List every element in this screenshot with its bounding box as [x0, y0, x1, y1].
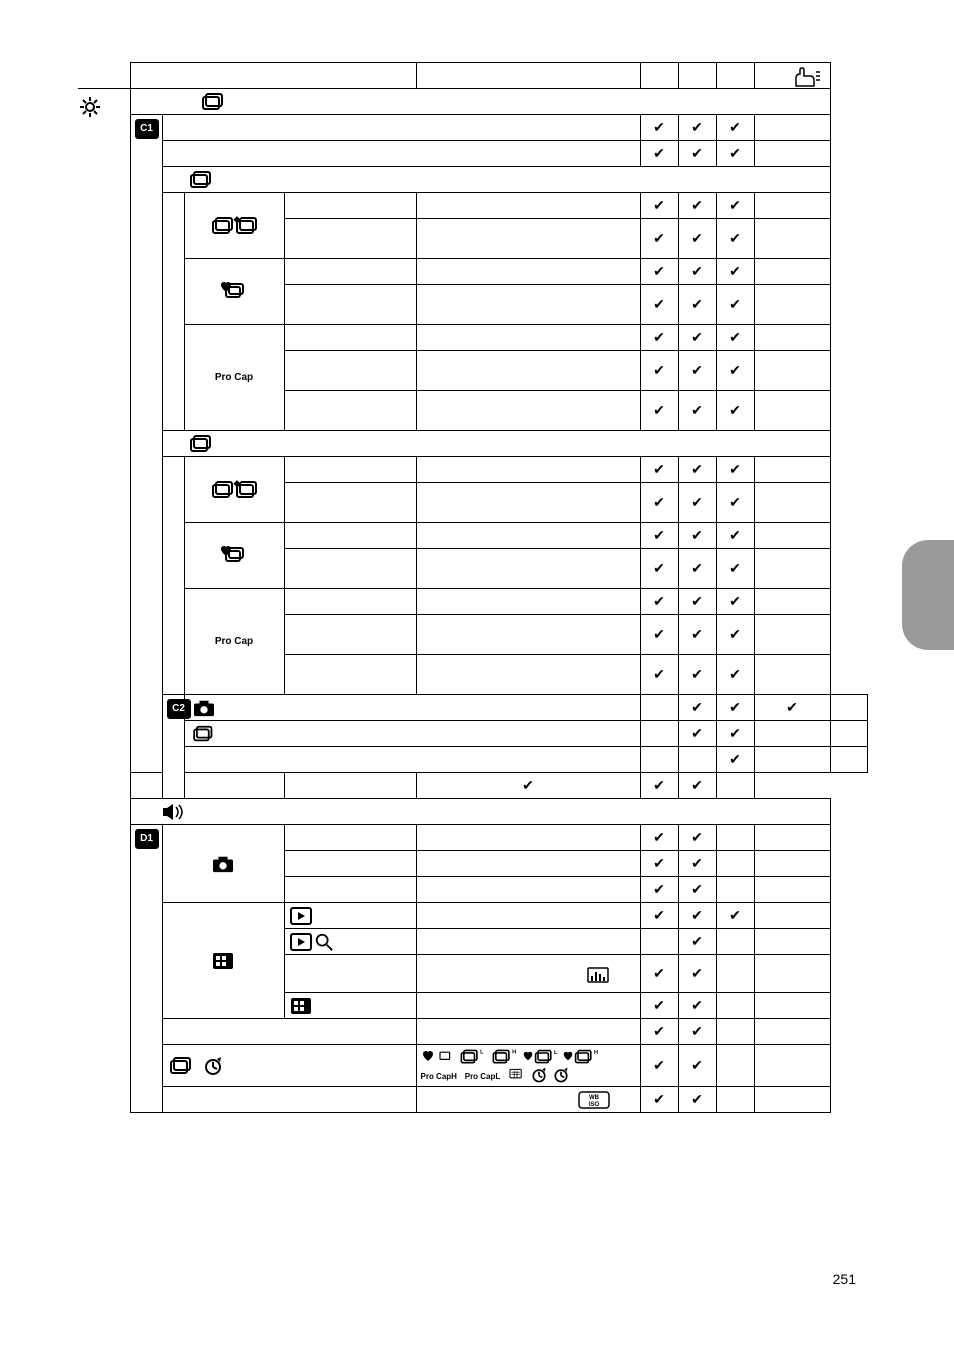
table-row — [78, 89, 868, 115]
burst-icon — [189, 433, 219, 455]
check-icon: ✔ — [729, 119, 741, 135]
table-row: ✔ ✔ ✔ — [78, 457, 868, 483]
finger-point-icon — [792, 66, 822, 88]
burst-icon — [169, 1055, 199, 1077]
procap-label: Pro Cap — [184, 325, 284, 431]
table-row: ✔ ✔ ✔ — [78, 903, 868, 929]
drive-icons-cell: Pro CapH Pro CapL — [416, 1045, 640, 1087]
table-row: ✔ ✔ ✔ — [78, 773, 868, 799]
table-row: Pro Cap ✔ ✔ ✔ — [78, 325, 868, 351]
table-row: ✔ ✔ ✔ — [78, 141, 868, 167]
table-row — [78, 799, 868, 825]
c2-badge: C2 — [167, 699, 191, 719]
table-row: ✔ ✔ ✔ — [78, 193, 868, 219]
playback-icon — [289, 906, 313, 926]
table-row: D1 ✔ ✔ — [78, 825, 868, 851]
speaker-icon — [161, 801, 191, 823]
self-timer-icon — [202, 1055, 224, 1077]
thumb-tab — [902, 540, 954, 650]
table-row: ✔ ✔ — [78, 721, 868, 747]
table-row: ✔ ✔ ✔ — [78, 259, 868, 285]
table-row: C1 ✔ ✔ ✔ — [78, 115, 868, 141]
magnify-icon — [313, 932, 335, 952]
gear-icon — [78, 89, 130, 1113]
procap-label: Pro Cap — [184, 589, 284, 695]
burst-icon — [189, 169, 219, 191]
histogram-icon — [586, 964, 610, 984]
table-row: ✔ ✔ — [78, 1087, 868, 1113]
c1-badge: C1 — [135, 119, 159, 139]
burst-icon — [201, 91, 231, 113]
burst-sh-icon — [211, 215, 257, 237]
control-panel-icon — [211, 951, 235, 971]
check-icon: ✔ — [691, 119, 703, 135]
camera-icon — [191, 698, 217, 718]
table-row — [78, 167, 868, 193]
page-number: 251 — [833, 1271, 856, 1287]
table-row: Pro CapH Pro CapL ✔ ✔ — [78, 1045, 868, 1087]
burst-section-header — [130, 89, 830, 115]
table-row: ✔ ✔ — [78, 1019, 868, 1045]
control-panel-icon — [289, 996, 313, 1016]
table-row — [78, 431, 868, 457]
heart-burst-icon — [218, 281, 250, 303]
burst-icon — [191, 724, 221, 744]
settings-matrix: C1 ✔ ✔ ✔ ✔ ✔ ✔ ✔ ✔ ✔ ✔ ✔ ✔ ✔ ✔ ✔ ✔ ✔ ✔ P… — [78, 62, 868, 1113]
wb-iso-icon — [578, 1091, 610, 1109]
table-row: ✔ ✔ ✔ — [78, 523, 868, 549]
table-row: ✔ — [78, 747, 868, 773]
playback-icon — [289, 932, 313, 952]
table-header-row — [78, 63, 868, 89]
heart-burst-icon — [218, 545, 250, 567]
check-icon: ✔ — [653, 119, 665, 135]
table-row: C2 ✔ ✔ ✔ — [78, 695, 868, 721]
burst-sh-icon — [211, 479, 257, 501]
camera-icon — [210, 854, 236, 874]
table-row: Pro Cap ✔ ✔ ✔ — [78, 589, 868, 615]
d1-badge: D1 — [135, 829, 159, 849]
